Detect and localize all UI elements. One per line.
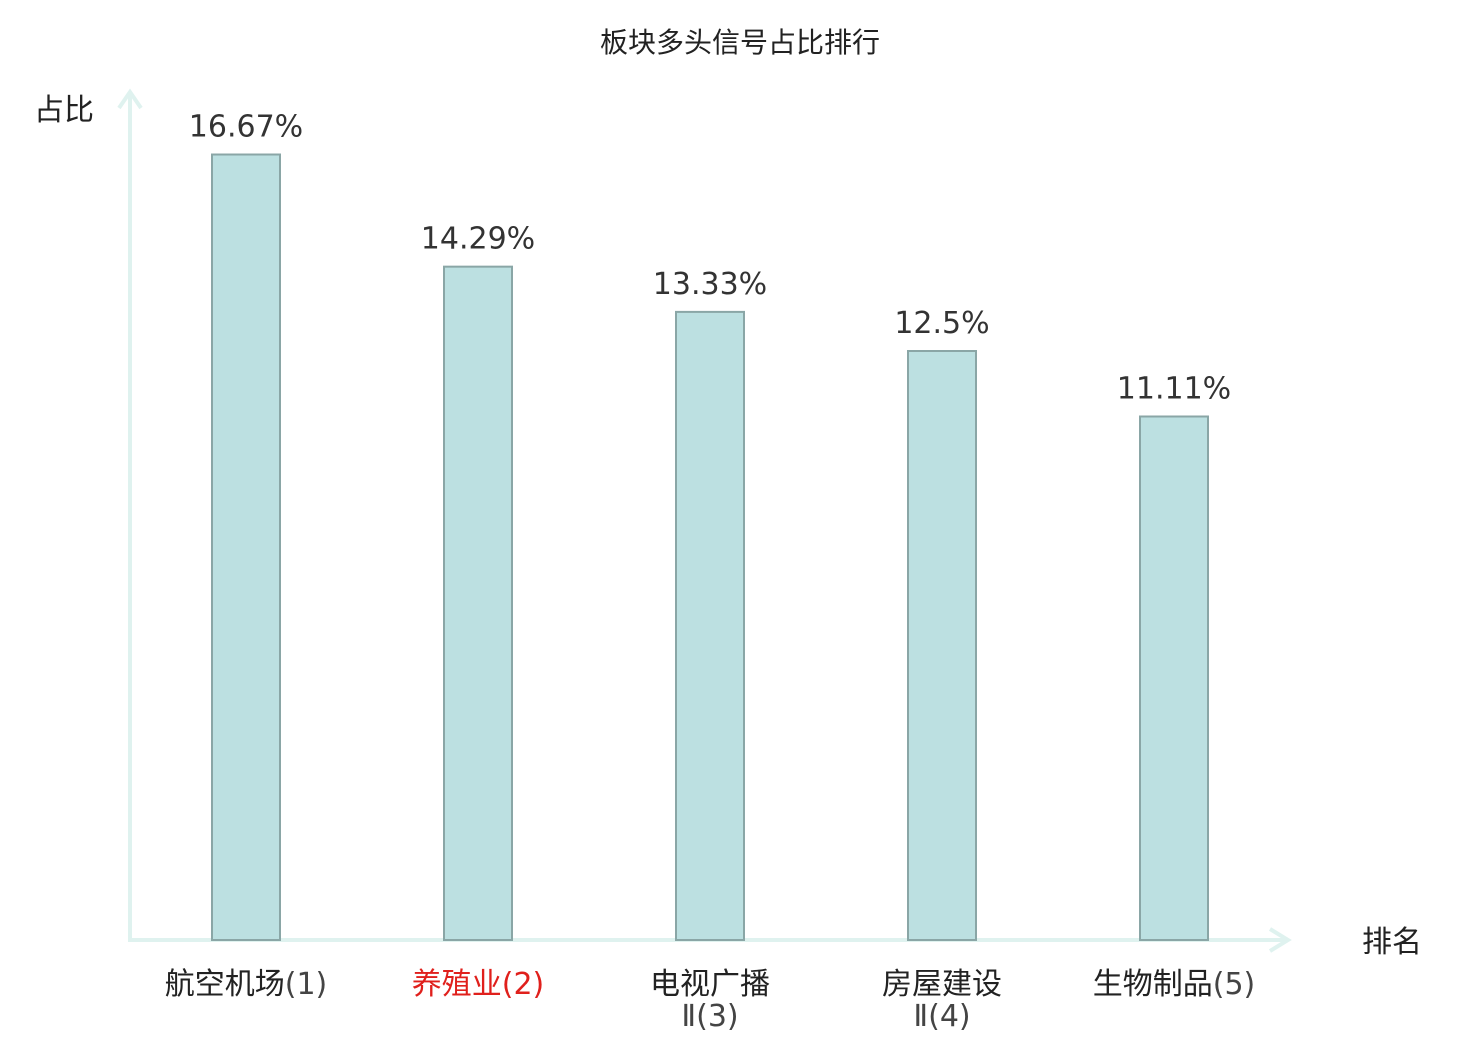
x-axis-arrow [1268,927,1292,953]
value-label-1: 16.67% [189,110,303,145]
y-axis-arrow [117,88,143,110]
category-label-4: 房屋建设 [882,967,1002,1002]
value-label-4: 12.5% [894,306,989,341]
x-axis-label: 排名 [1362,925,1422,960]
value-label-3: 13.33% [653,267,767,302]
bar-2 [443,265,513,941]
value-labels-group: 16.67% 14.29% 13.33% 12.5% 11.11% [189,110,1231,407]
category-name: 航空机场 [165,967,285,1002]
bar-5 [1139,415,1209,941]
category-label-4-line2: Ⅱ(4) [913,999,970,1034]
category-label-5: 生物制品(5) [1093,967,1256,1002]
bar-4 [907,350,977,941]
x-axis: 排名 [128,925,1422,960]
category-label-2: 养殖业(2) [412,967,545,1002]
y-axis: 占比 [34,88,143,940]
category-label-3: 电视广播 [650,967,770,1002]
bar-1 [211,153,281,942]
category-name: 养殖业 [412,967,502,1002]
category-label-1: 航空机场(1) [165,967,328,1002]
chart-title: 板块多头信号占比排行 [600,26,880,59]
category-name: 电视广播 [650,967,770,1002]
category-rank: (1) [285,967,328,1002]
category-rank: (5) [1213,967,1256,1002]
bar-3 [675,310,745,942]
bars-group [211,153,1209,942]
value-label-2: 14.29% [421,222,535,257]
category-rank: (2) [502,967,545,1002]
category-name: 房屋建设 [882,967,1002,1002]
y-axis-label: 占比 [34,93,94,128]
value-label-5: 11.11% [1117,371,1231,406]
category-label-3-line2: Ⅱ(3) [681,999,738,1034]
category-name: 生物制品 [1093,967,1213,1002]
